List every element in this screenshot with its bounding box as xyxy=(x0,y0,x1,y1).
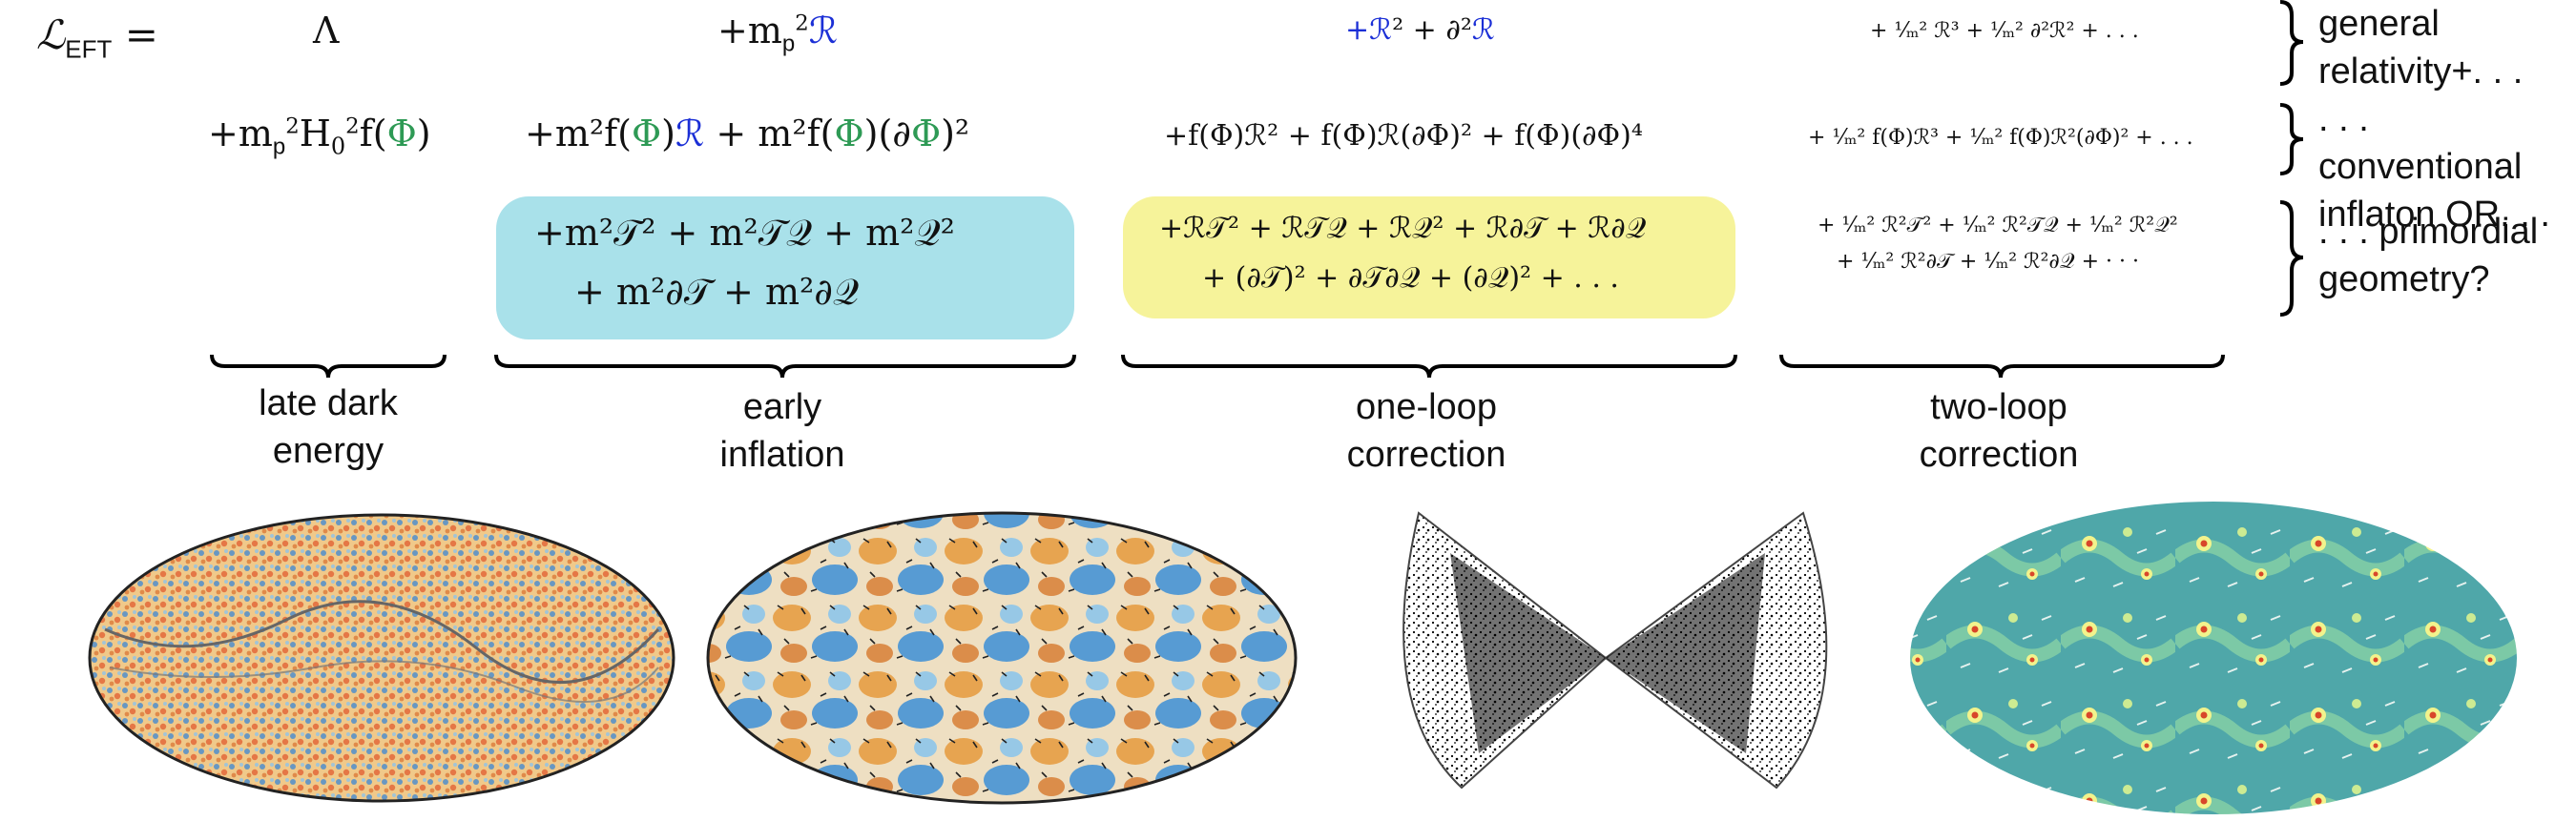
cmb-temperature-map xyxy=(88,513,675,803)
row3-col4-line1: + ¹⁄ₘ² ℛ²𝒯² + ¹⁄ₘ² ℛ²𝒯𝒬 + ¹⁄ₘ² ℛ²𝒬² xyxy=(1818,214,2178,237)
galaxy-survey-cones xyxy=(1402,511,1828,790)
row3-label: . . . primordial geometry? xyxy=(2318,212,2539,299)
row3-col2-line2: + m²∂𝒯 + m²∂𝒬 xyxy=(574,271,860,313)
row1-col4-term: + ¹⁄ₘ² ℛ³ + ¹⁄ₘ² ∂²ℛ² + . . . xyxy=(1870,19,2139,43)
inflation-box xyxy=(496,196,1074,339)
row-braces xyxy=(2279,0,2304,317)
lagrangian-symbol: ℒEFT = xyxy=(36,11,158,64)
row2-col3-term: +f(Φ)ℛ² + f(Φ)ℛ(∂Φ)² + f(Φ)(∂Φ)⁴ xyxy=(1164,119,1643,153)
cmb-polarization-map xyxy=(706,511,1298,805)
row3-col4-line2: + ¹⁄ₘ² ℛ²∂𝒯 + ¹⁄ₘ² ℛ²∂𝒬 + · · · xyxy=(1837,250,2139,274)
col4-label: two-loop correction xyxy=(1919,387,2079,475)
col2-label: early inflation xyxy=(719,387,845,475)
row3-col3-line1: +ℛ𝒯² + ℛ𝒯𝒬 + ℛ𝒬² + ℛ∂𝒯 + ℛ∂𝒬 xyxy=(1159,212,1647,245)
row2-col2-term: +m²f(Φ)ℛ + m²f(Φ)(∂Φ)² xyxy=(525,113,970,154)
row1-col1-term: Λ xyxy=(313,10,340,51)
col3-label: one-loop correction xyxy=(1346,387,1506,475)
row1-col3-term: +ℛ² + ∂²ℛ xyxy=(1345,13,1495,47)
oneloop-box xyxy=(1123,196,1735,318)
col-braces xyxy=(210,354,2225,379)
row2-col4-term: + ¹⁄ₘ² f(Φ)ℛ³ + ¹⁄ₘ² f(Φ)ℛ²(∂Φ)² + . . . xyxy=(1808,126,2193,150)
row3-col3-line2: + (∂𝒯)² + ∂𝒯∂𝒬 + (∂𝒬)² + . . . xyxy=(1202,261,1619,295)
row2-col1-term: +mp2H02f(Φ) xyxy=(208,113,431,160)
row3-col2-line1: +m²𝒯² + m²𝒯𝒬 + m²𝒬² xyxy=(534,212,955,254)
dark-matter-density-map xyxy=(1910,502,2517,814)
row2-label: . . . conventional inflaton OR. . . xyxy=(2318,99,2550,235)
col1-label: late dark energy xyxy=(259,383,398,471)
row1-col2-term: +mp2ℛ xyxy=(717,10,839,57)
row1-label: general relativity+. . . xyxy=(2318,4,2524,92)
